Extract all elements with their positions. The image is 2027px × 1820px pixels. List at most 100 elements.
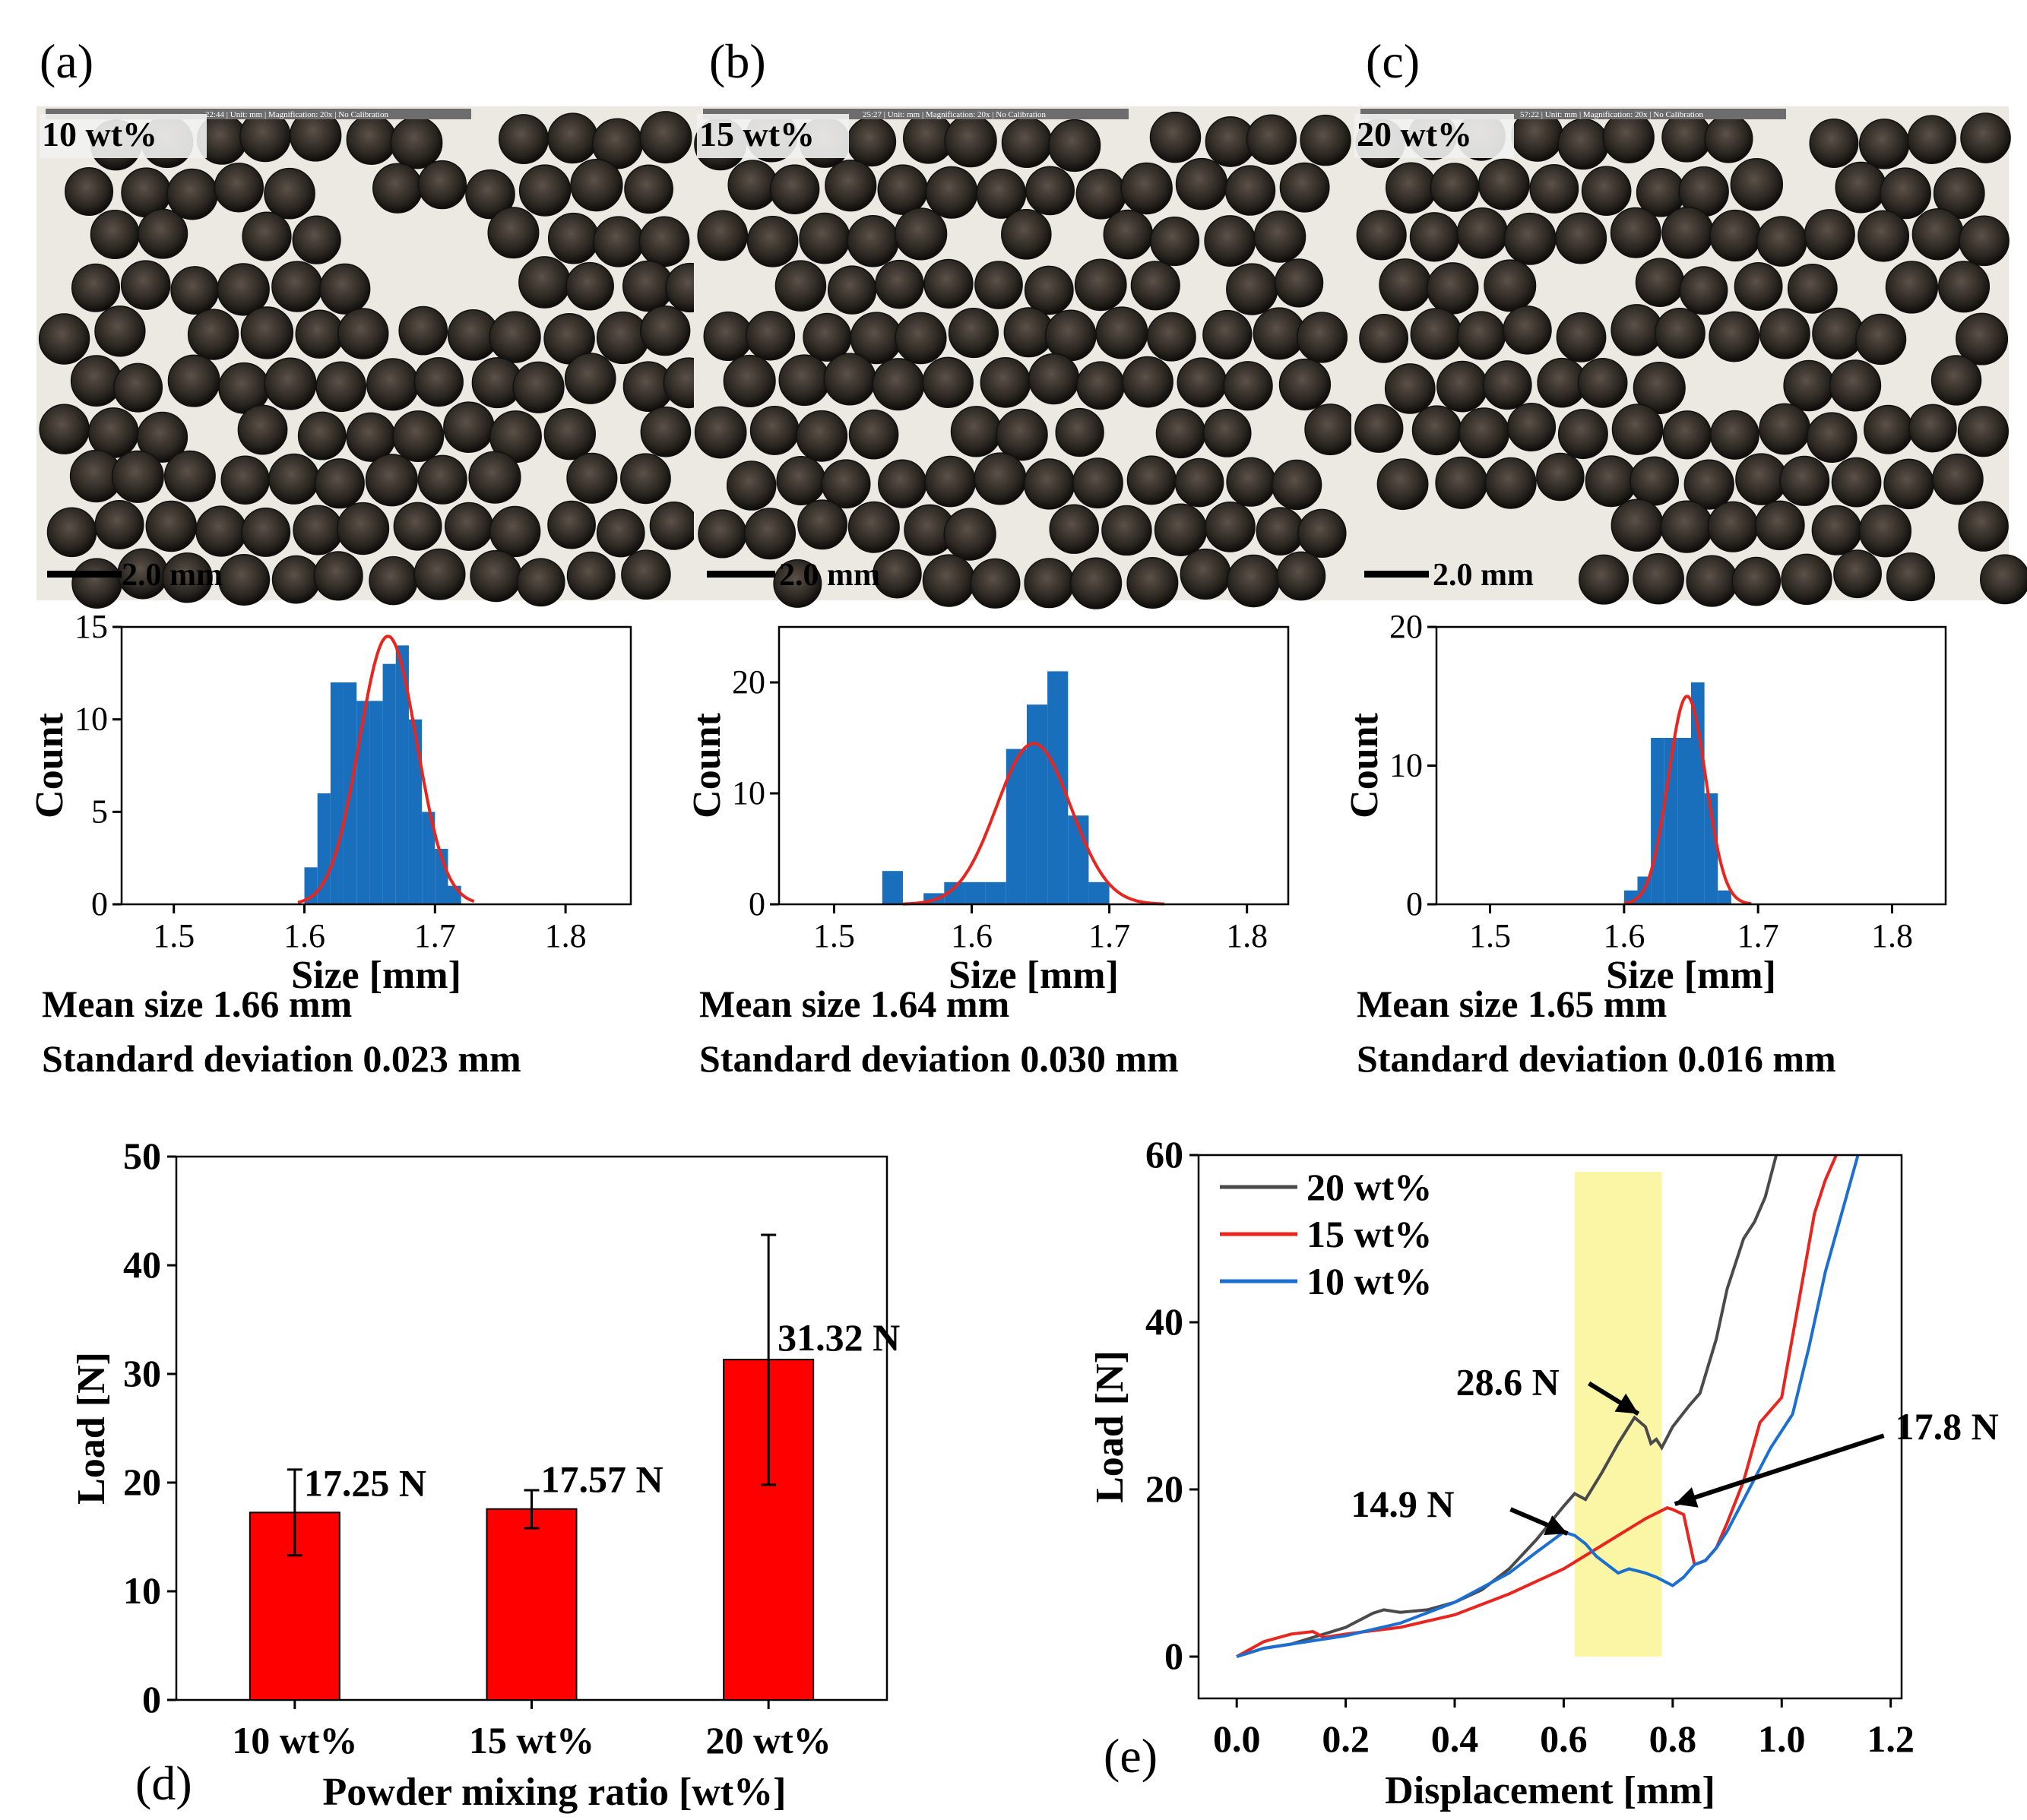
- particle: [1126, 557, 1179, 609]
- annotation-label: 17.8 N: [1896, 1405, 1999, 1448]
- particle: [847, 214, 899, 267]
- particle: [1709, 410, 1759, 460]
- panel-label-e: (e): [1104, 1729, 1158, 1783]
- gaussian-fit-curve: [902, 742, 1165, 906]
- particle: [366, 358, 420, 411]
- load-displacement-chart: 0.0 0.2 0.4 0.6 0.8 1.0 1.2 0 20 40 60 Displacement…: [1088, 1133, 1999, 1812]
- particle: [1980, 554, 2027, 605]
- particle: [1074, 258, 1127, 312]
- histogram-bar: [330, 682, 344, 904]
- particle: [1679, 266, 1728, 315]
- particle: [1001, 209, 1052, 260]
- particle: [346, 114, 397, 165]
- particle: [1602, 111, 1655, 163]
- x-tick-label: 1.0: [1758, 1717, 1806, 1760]
- particle: [1879, 167, 1931, 220]
- particle: [1204, 215, 1256, 267]
- y-tick-label: 0: [1406, 885, 1423, 923]
- particle: [620, 453, 671, 505]
- x-axis-label: Size [mm]: [291, 954, 461, 997]
- particle: [1611, 404, 1664, 455]
- particle: [1076, 361, 1125, 410]
- particle: [1759, 403, 1811, 455]
- y-tick-label: 40: [1145, 1300, 1183, 1343]
- particle: [111, 450, 164, 503]
- x-axis-label: Powder mixing ratio [wt%]: [323, 1771, 787, 1814]
- particle: [392, 410, 445, 463]
- histogram-bar: [1677, 738, 1691, 904]
- scale-bar-label: 2.0 mm: [1433, 558, 1534, 593]
- particle: [821, 459, 871, 509]
- particle: [1686, 555, 1738, 607]
- x-tick-label: 0.4: [1431, 1717, 1479, 1760]
- particle: [512, 361, 565, 413]
- particle: [46, 507, 97, 558]
- particle: [1734, 261, 1783, 311]
- particle: [1304, 404, 1357, 456]
- particle: [1227, 554, 1280, 608]
- particle: [413, 356, 464, 407]
- x-tick-label: 1.6: [1603, 917, 1645, 954]
- annotation-arrow: [1674, 1433, 1885, 1507]
- particle: [1960, 112, 2011, 163]
- particle: [1611, 499, 1664, 552]
- y-axis-label: Count: [28, 712, 71, 818]
- y-tick-label: 15: [74, 608, 108, 645]
- particle: [872, 358, 925, 411]
- gaussian-fit-curve: [1623, 695, 1752, 906]
- particle: [1410, 308, 1462, 360]
- particle: [1430, 163, 1480, 212]
- histogram-bar: [408, 719, 423, 904]
- x-tick-label: 1.5: [1469, 917, 1511, 954]
- x-tick-label: 20 wt%: [706, 1719, 831, 1761]
- particle: [313, 551, 363, 601]
- panel-label-d: (d): [135, 1756, 192, 1810]
- particle: [1829, 359, 1882, 412]
- series-line: [1236, 1154, 1778, 1658]
- particle: [1482, 360, 1532, 410]
- particle: [1271, 459, 1322, 511]
- histogram-bar: [964, 882, 986, 904]
- particle: [796, 410, 848, 462]
- particle: [948, 307, 999, 359]
- particle: [390, 116, 443, 169]
- particle: [1276, 551, 1326, 601]
- particle: [292, 215, 341, 264]
- particle: [1385, 162, 1437, 214]
- particle: [489, 311, 541, 363]
- particle: [1959, 215, 2010, 267]
- particle: [468, 451, 521, 504]
- particle: [566, 452, 618, 504]
- particle: [726, 461, 777, 511]
- particle: [417, 454, 467, 505]
- particle: [895, 207, 948, 261]
- x-tick-label: 1.2: [1867, 1717, 1915, 1760]
- particle: [974, 452, 1027, 505]
- particle: [547, 112, 599, 164]
- micrograph-15wt: 25:27 | Unit: mm | Magnification: 20x | …: [694, 106, 1357, 609]
- particle: [1858, 119, 1910, 169]
- particle: [1122, 356, 1173, 408]
- histogram-20wt: 1.5 1.6 1.7 1.8 0 10 20 Size [mm] Count: [1343, 608, 1947, 997]
- y-tick-label: 50: [123, 1135, 161, 1177]
- x-tick-label: 0.8: [1649, 1717, 1697, 1760]
- particle: [1409, 212, 1460, 262]
- particle: [1175, 157, 1228, 210]
- panel-label-b: (b): [709, 34, 766, 88]
- particle: [774, 260, 827, 312]
- particle: [980, 357, 1031, 408]
- particle: [220, 455, 270, 505]
- particle: [1611, 304, 1663, 356]
- particle: [1809, 119, 1859, 168]
- particle: [769, 164, 820, 214]
- particle: [1709, 209, 1762, 262]
- particle: [1223, 361, 1273, 411]
- particle: [1202, 309, 1253, 360]
- x-axis-label: Size [mm]: [1606, 954, 1776, 997]
- x-tick-label: 1.8: [1871, 917, 1913, 954]
- y-tick-label: 0: [142, 1678, 161, 1720]
- particle: [1779, 455, 1830, 506]
- particle: [1858, 210, 1910, 262]
- particle: [1933, 167, 1985, 220]
- particle: [596, 508, 645, 558]
